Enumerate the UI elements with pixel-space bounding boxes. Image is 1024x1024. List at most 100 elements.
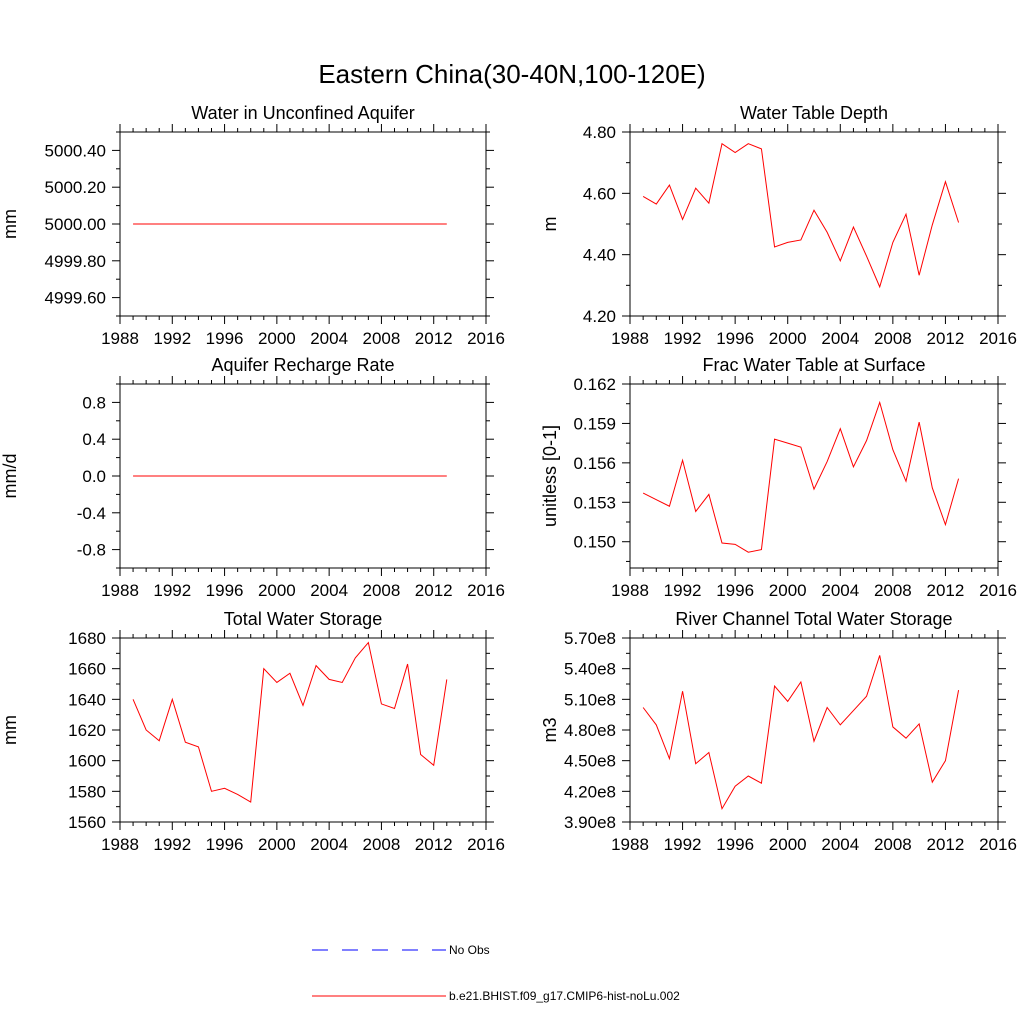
x-tick-label: 2000 (258, 835, 296, 854)
y-axis-label: m (540, 217, 560, 232)
y-tick-label: 1620 (68, 721, 106, 740)
x-tick-label: 2000 (769, 581, 807, 600)
series-line (132, 641, 448, 803)
y-tick-label: 4.80 (583, 123, 616, 142)
y-tick-label: 5000.40 (45, 141, 106, 160)
x-tick-label: 1992 (664, 835, 702, 854)
x-tick-label: 1992 (153, 329, 191, 348)
legend-label: b.e21.BHIST.f09_g17.CMIP6-hist-noLu.002 (449, 989, 680, 1003)
x-tick-label: 1996 (206, 835, 244, 854)
x-tick-label: 2008 (363, 581, 401, 600)
y-tick-label: 1640 (68, 690, 106, 709)
x-tick-label: 2012 (927, 581, 965, 600)
series-line (642, 142, 960, 289)
y-tick-label: 0.159 (573, 414, 616, 433)
y-tick-label: 4999.80 (45, 252, 106, 271)
x-tick-label: 1992 (153, 835, 191, 854)
x-tick-label: 2012 (415, 835, 453, 854)
y-tick-label: 4.80e8 (564, 721, 616, 740)
x-tick-label: 1996 (206, 581, 244, 600)
y-tick-label: 4.40 (583, 246, 616, 265)
x-tick-label: 1988 (611, 329, 649, 348)
y-tick-label: 0.153 (573, 493, 616, 512)
y-axis-label: mm (0, 715, 20, 745)
plot-frame (629, 637, 999, 823)
chart-title: Water Table Depth (740, 103, 888, 123)
x-tick-label: 1992 (153, 581, 191, 600)
series-line (642, 655, 960, 811)
y-tick-label: 0.156 (573, 454, 616, 473)
x-tick-label: 1988 (611, 835, 649, 854)
x-tick-label: 2008 (874, 329, 912, 348)
x-tick-label: 2008 (874, 581, 912, 600)
x-tick-label: 1988 (101, 581, 139, 600)
x-tick-label: 2016 (979, 329, 1017, 348)
x-tick-label: 2004 (310, 581, 348, 600)
x-tick-label: 1988 (101, 329, 139, 348)
series-line (642, 400, 960, 553)
y-tick-label: -0.8 (77, 541, 106, 560)
y-tick-label: 0.8 (82, 393, 106, 412)
x-tick-label: 1992 (664, 329, 702, 348)
x-tick-label: 1996 (716, 581, 754, 600)
figure-title: Eastern China(30-40N,100-120E) (318, 59, 705, 89)
x-tick-label: 1996 (716, 835, 754, 854)
x-tick-label: 1996 (206, 329, 244, 348)
y-tick-label: 0.0 (82, 467, 106, 486)
x-tick-label: 2012 (927, 835, 965, 854)
x-tick-label: 2000 (769, 835, 807, 854)
x-tick-label: 2012 (415, 329, 453, 348)
chart-title: Water in Unconfined Aquifer (191, 103, 414, 123)
x-tick-label: 1988 (611, 581, 649, 600)
panels: Water in Unconfined Aquifer 1988 1992 1996 2… (0, 103, 1017, 854)
x-tick-label: 2000 (258, 329, 296, 348)
x-tick-label: 1996 (716, 329, 754, 348)
chart-title: River Channel Total Water Storage (675, 609, 952, 629)
chart-title: Aquifer Recharge Rate (211, 355, 394, 375)
x-tick-label: 2004 (821, 835, 859, 854)
legend: No Obs b.e21.BHIST.f09_g17.CMIP6-hist-noL… (312, 943, 680, 1003)
x-tick-label: 2016 (979, 835, 1017, 854)
y-tick-label: 0.4 (82, 430, 106, 449)
x-tick-label: 2000 (769, 329, 807, 348)
y-axis-label: unitless [0-1] (540, 425, 560, 527)
x-tick-label: 2000 (258, 581, 296, 600)
chart-panel: Frac Water Table at Surface 1988 1992 1996 2… (540, 355, 1017, 600)
y-tick-label: 0.162 (573, 375, 616, 394)
y-tick-label: 1660 (68, 660, 106, 679)
x-tick-label: 2008 (874, 835, 912, 854)
y-tick-label: 5.70e8 (564, 629, 616, 648)
x-tick-label: 1992 (664, 581, 702, 600)
x-tick-label: 2004 (821, 581, 859, 600)
x-tick-label: 2008 (363, 329, 401, 348)
chart-panel: Water Table Depth 1988 1992 1996 2000 2004 200… (540, 103, 1017, 348)
x-tick-label: 2008 (363, 835, 401, 854)
x-tick-label: 2016 (467, 329, 505, 348)
y-tick-label: 1600 (68, 752, 106, 771)
x-tick-label: 1988 (101, 835, 139, 854)
legend-label: No Obs (449, 943, 490, 957)
plot-frame (119, 637, 487, 823)
chart-panel: Aquifer Recharge Rate 1988 1992 1996 2000 200… (0, 355, 505, 600)
y-tick-label: 4.20 (583, 307, 616, 326)
y-tick-label: 0.150 (573, 533, 616, 552)
y-tick-label: 4.20e8 (564, 782, 616, 801)
y-tick-label: 3.90e8 (564, 813, 616, 832)
y-tick-label: 5000.20 (45, 178, 106, 197)
chart-panel: Water in Unconfined Aquifer 1988 1992 1996 2… (0, 103, 505, 348)
y-tick-label: 5.40e8 (564, 660, 616, 679)
x-tick-label: 2012 (415, 581, 453, 600)
y-tick-label: 4999.60 (45, 289, 106, 308)
y-tick-label: 4.50e8 (564, 752, 616, 771)
x-tick-label: 2012 (927, 329, 965, 348)
y-axis-label: mm/d (0, 454, 20, 499)
x-tick-label: 2004 (821, 329, 859, 348)
y-tick-label: 1560 (68, 813, 106, 832)
y-tick-label: 5.10e8 (564, 690, 616, 709)
x-tick-label: 2016 (467, 581, 505, 600)
x-tick-label: 2016 (467, 835, 505, 854)
plot-frame (629, 383, 999, 569)
y-tick-label: 1680 (68, 629, 106, 648)
y-axis-label: mm (0, 209, 20, 239)
chart-panel: River Channel Total Water Storage 1988 199… (540, 609, 1017, 854)
